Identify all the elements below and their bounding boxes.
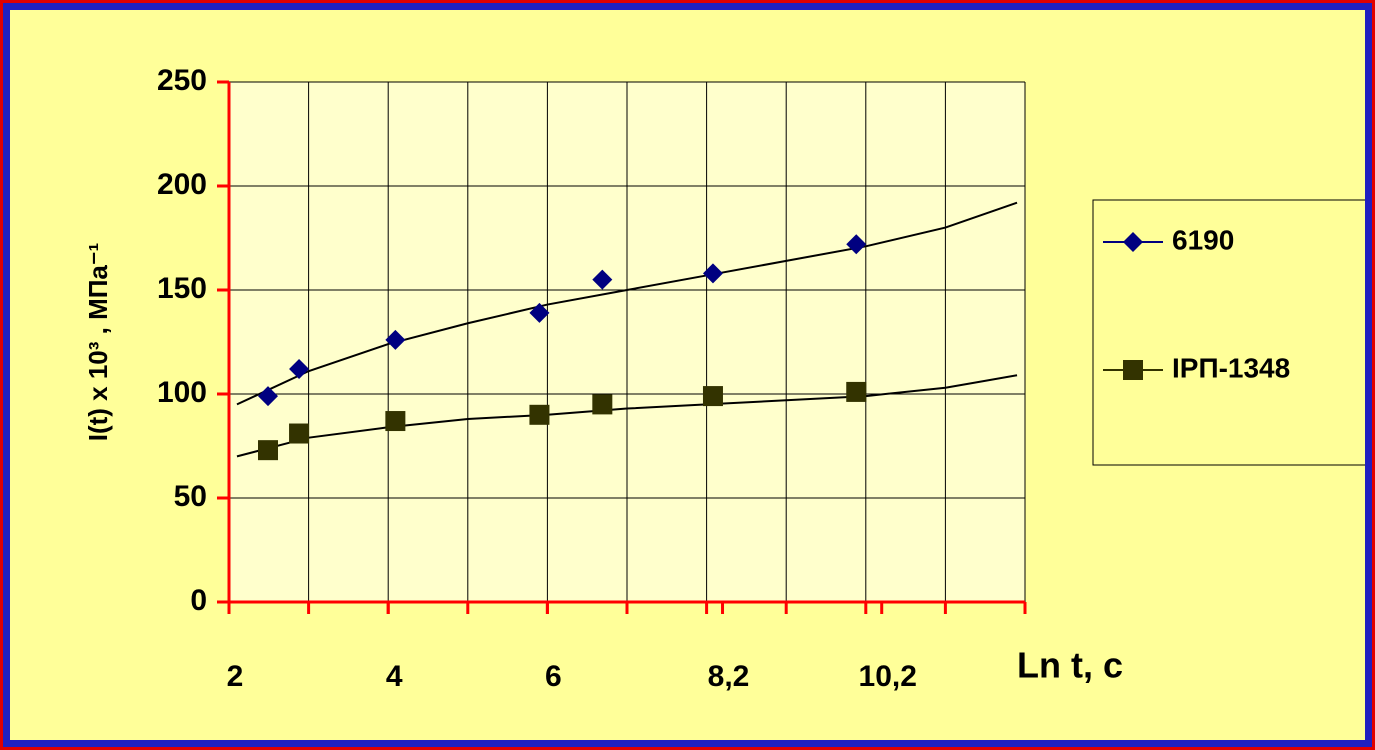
trend-line xyxy=(236,374,1018,458)
x-tick-label: 8,2 xyxy=(708,660,750,693)
data-point xyxy=(258,386,279,407)
legend-marker xyxy=(1123,232,1143,252)
data-point xyxy=(592,394,613,415)
x-tick-label: 4 xyxy=(386,660,403,693)
legend-label: 6190 xyxy=(1172,224,1234,255)
data-point xyxy=(846,381,867,402)
legend-marker xyxy=(1123,360,1143,380)
data-point xyxy=(702,263,723,284)
legend-label: ІРП-1348 xyxy=(1172,352,1290,383)
data-point xyxy=(592,269,613,290)
y-tick-label: 100 xyxy=(157,376,207,409)
y-tick-label: 50 xyxy=(174,480,207,513)
data-point xyxy=(385,411,406,432)
x-tick-label: 6 xyxy=(545,660,562,693)
y-axis-label: I(t) x 10³ , МПа⁻¹ xyxy=(83,243,113,442)
y-tick-label: 0 xyxy=(190,584,207,617)
legend-box xyxy=(1092,199,1365,466)
data-point xyxy=(258,440,279,461)
data-point xyxy=(529,404,550,425)
y-tick-label: 150 xyxy=(157,272,207,305)
x-tick-label: 10,2 xyxy=(859,660,917,693)
trend-line xyxy=(236,201,1018,406)
x-tick-label: 2 xyxy=(227,660,244,693)
data-point xyxy=(846,234,867,255)
data-point xyxy=(385,329,406,350)
data-point xyxy=(529,302,550,323)
data-point xyxy=(702,386,723,407)
x-axis-label: Ln t, с xyxy=(1017,645,1123,686)
data-point xyxy=(289,359,310,380)
chart: Ln t, с I(t) x 10³ , МПа⁻¹ 0 50 100 150 200 2… xyxy=(10,10,1365,740)
y-tick-label: 250 xyxy=(157,64,207,97)
y-tick-label: 200 xyxy=(157,168,207,201)
data-point xyxy=(289,423,310,444)
